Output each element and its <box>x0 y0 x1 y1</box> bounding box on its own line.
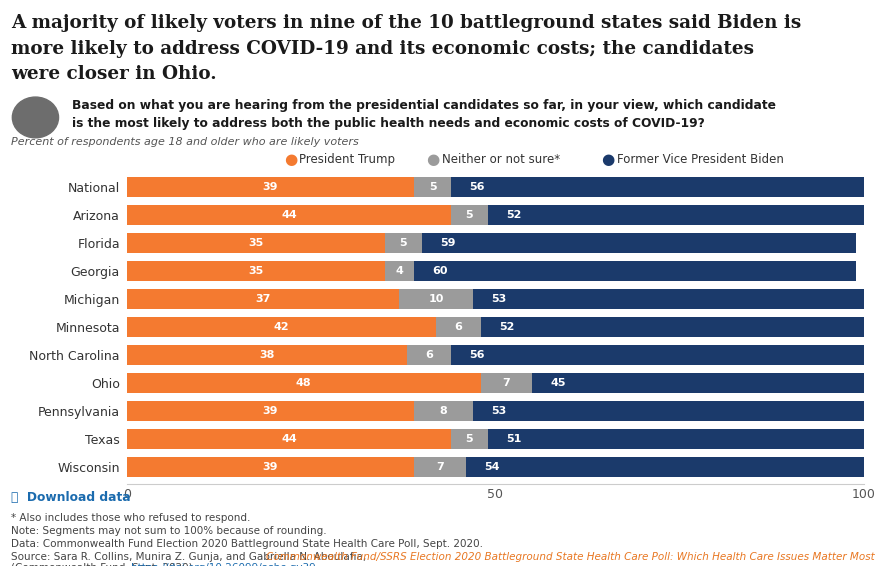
Bar <box>127 429 451 449</box>
Text: 7: 7 <box>436 462 444 472</box>
Text: ●: ● <box>284 152 298 167</box>
Text: 60: 60 <box>432 266 448 276</box>
Bar <box>414 457 466 477</box>
Bar <box>407 345 451 365</box>
Text: * Also includes those who refused to respond.: * Also includes those who refused to res… <box>11 513 251 524</box>
Text: Source: Sara R. Collins, Munira Z. Gunja, and Gabriella N. Aboulafia,: Source: Sara R. Collins, Munira Z. Gunja… <box>11 552 370 563</box>
Text: ●: ● <box>601 152 615 167</box>
Circle shape <box>12 97 59 138</box>
Text: https://doi.org/10.26099/asbc-gv39: https://doi.org/10.26099/asbc-gv39 <box>131 563 316 566</box>
Text: 5: 5 <box>429 182 437 192</box>
Bar <box>127 317 437 337</box>
Bar <box>480 373 532 393</box>
Bar <box>422 233 857 253</box>
Text: 39: 39 <box>262 406 278 416</box>
Text: 6: 6 <box>454 322 462 332</box>
Text: 7: 7 <box>502 378 510 388</box>
Text: 37: 37 <box>255 294 271 304</box>
Bar <box>480 317 864 337</box>
Text: 52: 52 <box>507 209 522 220</box>
Bar <box>532 373 864 393</box>
Text: 5: 5 <box>466 434 473 444</box>
Bar <box>437 317 480 337</box>
Bar <box>451 429 488 449</box>
Bar <box>473 401 864 421</box>
Text: (Commonwealth Fund, Sept. 2020).: (Commonwealth Fund, Sept. 2020). <box>11 563 200 566</box>
Text: ●: ● <box>426 152 440 167</box>
Text: 48: 48 <box>296 378 311 388</box>
Text: 54: 54 <box>484 462 500 472</box>
Bar <box>127 204 451 225</box>
Text: Percent of respondents age 18 and older who are likely voters: Percent of respondents age 18 and older … <box>11 137 359 147</box>
Text: 8: 8 <box>440 406 447 416</box>
Text: Note: Segments may not sum to 100% because of rounding.: Note: Segments may not sum to 100% becau… <box>11 526 327 537</box>
Bar <box>451 204 488 225</box>
Text: ⤓  Download data: ⤓ Download data <box>11 491 131 504</box>
Bar <box>127 261 385 281</box>
Text: 51: 51 <box>507 434 522 444</box>
Text: 45: 45 <box>550 378 566 388</box>
Text: 6: 6 <box>425 350 433 360</box>
Text: 44: 44 <box>281 434 297 444</box>
Bar <box>127 373 480 393</box>
Text: 38: 38 <box>259 350 275 360</box>
Bar <box>466 457 864 477</box>
Bar <box>414 177 451 197</box>
Text: 44: 44 <box>281 209 297 220</box>
Bar <box>451 177 864 197</box>
Bar <box>127 457 414 477</box>
Bar <box>414 401 473 421</box>
Text: Former Vice President Biden: Former Vice President Biden <box>617 153 784 166</box>
Bar <box>127 233 385 253</box>
Text: 39: 39 <box>262 462 278 472</box>
Text: 59: 59 <box>440 238 456 248</box>
Text: more likely to address COVID-19 and its economic costs; the candidates: more likely to address COVID-19 and its … <box>11 40 754 58</box>
Text: Neither or not sure*: Neither or not sure* <box>442 153 560 166</box>
Text: 52: 52 <box>499 322 514 332</box>
Bar <box>385 261 414 281</box>
Bar <box>127 289 400 309</box>
Bar <box>414 261 857 281</box>
Bar <box>385 233 422 253</box>
Text: 35: 35 <box>248 238 263 248</box>
Bar <box>451 345 864 365</box>
Text: 35: 35 <box>248 266 263 276</box>
Text: 10: 10 <box>429 294 444 304</box>
Text: is the most likely to address both the public health needs and economic costs of: is the most likely to address both the p… <box>72 117 704 130</box>
Text: 42: 42 <box>274 322 290 332</box>
Text: 53: 53 <box>492 294 507 304</box>
Text: 56: 56 <box>470 350 485 360</box>
Bar <box>127 177 414 197</box>
Text: A majority of likely voters in nine of the 10 battleground states said Biden is: A majority of likely voters in nine of t… <box>11 14 802 32</box>
Text: 5: 5 <box>466 209 473 220</box>
Text: 5: 5 <box>399 238 407 248</box>
Text: Based on what you are hearing from the presidential candidates so far, in your v: Based on what you are hearing from the p… <box>72 99 776 112</box>
Text: 39: 39 <box>262 182 278 192</box>
Bar <box>488 429 864 449</box>
Text: Commonwealth Fund/SSRS Election 2020 Battleground State Health Care Poll: Which : Commonwealth Fund/SSRS Election 2020 Bat… <box>266 552 875 563</box>
Text: Data: Commonwealth Fund Election 2020 Battleground State Health Care Poll, Sept.: Data: Commonwealth Fund Election 2020 Ba… <box>11 539 483 550</box>
Bar <box>473 289 864 309</box>
Bar <box>127 345 407 365</box>
Text: 4: 4 <box>396 266 403 276</box>
Text: ?: ? <box>31 109 40 126</box>
Text: 53: 53 <box>492 406 507 416</box>
Text: were closer in Ohio.: were closer in Ohio. <box>11 65 217 83</box>
Bar <box>488 204 871 225</box>
Bar <box>400 289 473 309</box>
Text: President Trump: President Trump <box>299 153 396 166</box>
Text: 56: 56 <box>470 182 485 192</box>
Bar <box>127 401 414 421</box>
